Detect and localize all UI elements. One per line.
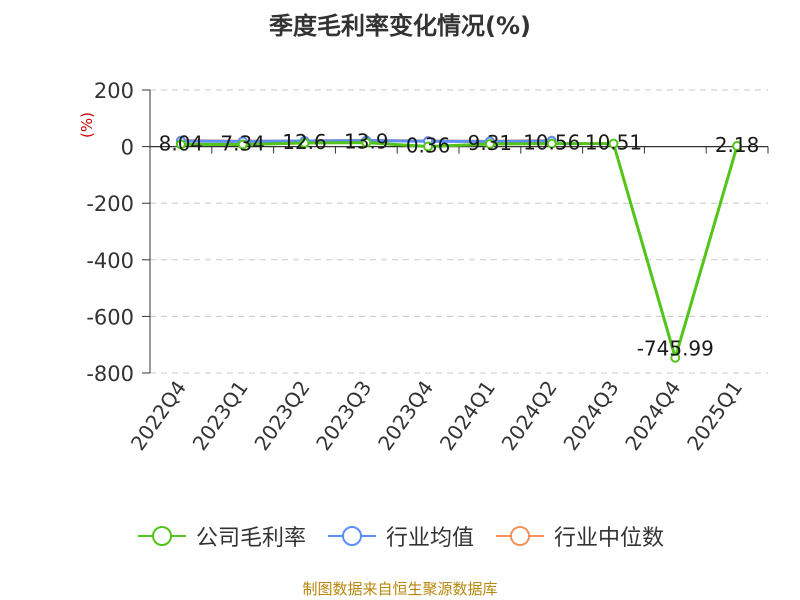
- x-tick-label: 2024Q4: [620, 376, 685, 455]
- source-note: 制图数据来自恒生聚源数据库: [302, 580, 498, 598]
- legend-label: 行业中位数: [554, 526, 665, 551]
- legend-swatch: [137, 526, 186, 546]
- x-tick-label: 2022Q4: [126, 376, 191, 455]
- x-tick-label: 2023Q4: [373, 376, 438, 455]
- data-label: 7.34: [220, 132, 265, 156]
- x-tick-label: 2024Q1: [435, 376, 500, 455]
- series-point-0: [670, 352, 681, 363]
- legend-swatch: [327, 526, 376, 546]
- data-label: 12.6: [282, 130, 327, 154]
- x-tick-label: 2023Q1: [188, 376, 253, 455]
- x-tick-label: 2024Q2: [497, 376, 562, 455]
- x-tick-label: 2025Q1: [682, 376, 747, 455]
- x-tick-label: 2023Q2: [249, 376, 314, 455]
- data-label: 10.51: [585, 131, 642, 155]
- series-point-0: [608, 138, 619, 149]
- x-tick-label: 2023Q3: [311, 376, 376, 455]
- legend-item[interactable]: 行业均值: [326, 520, 474, 552]
- legend-label: 公司毛利率: [195, 526, 306, 551]
- series-point-0: [237, 139, 248, 150]
- data-label: 0.36: [406, 133, 451, 157]
- data-label: 8.04: [159, 131, 204, 155]
- series-point-0: [484, 138, 495, 149]
- series-point-0: [546, 138, 557, 149]
- y-axis-label: (%): [78, 112, 96, 138]
- legend-swatch: [496, 526, 544, 546]
- series-point-0: [361, 137, 372, 148]
- data-label: 9.31: [468, 131, 513, 155]
- y-tick-label: -200: [86, 192, 134, 216]
- legend-label: 行业均值: [385, 526, 474, 551]
- data-label: 10.56: [523, 131, 580, 155]
- x-tick-label: 2024Q3: [558, 376, 623, 455]
- data-label: -745.99: [637, 337, 714, 361]
- series-point-0: [732, 140, 743, 151]
- legend-item[interactable]: 公司毛利率: [136, 520, 306, 552]
- series-point-0: [423, 141, 434, 152]
- series-point-0: [299, 138, 310, 149]
- legend: 公司毛利率 行业均值 行业中位数: [0, 520, 800, 552]
- data-label: 2.18: [715, 133, 760, 157]
- y-tick-label: -800: [86, 362, 134, 386]
- series-point-0: [175, 139, 186, 150]
- y-tick-label: -400: [86, 249, 134, 273]
- y-tick-label: -600: [86, 305, 134, 329]
- y-tick-label: 0: [121, 136, 134, 160]
- y-tick-label: 200: [94, 79, 134, 103]
- series-line-0: [180, 141, 739, 360]
- data-label: 13.9: [344, 130, 389, 154]
- chart-title: 季度毛利率变化情况(%): [269, 12, 531, 40]
- legend-item[interactable]: 行业中位数: [494, 520, 664, 552]
